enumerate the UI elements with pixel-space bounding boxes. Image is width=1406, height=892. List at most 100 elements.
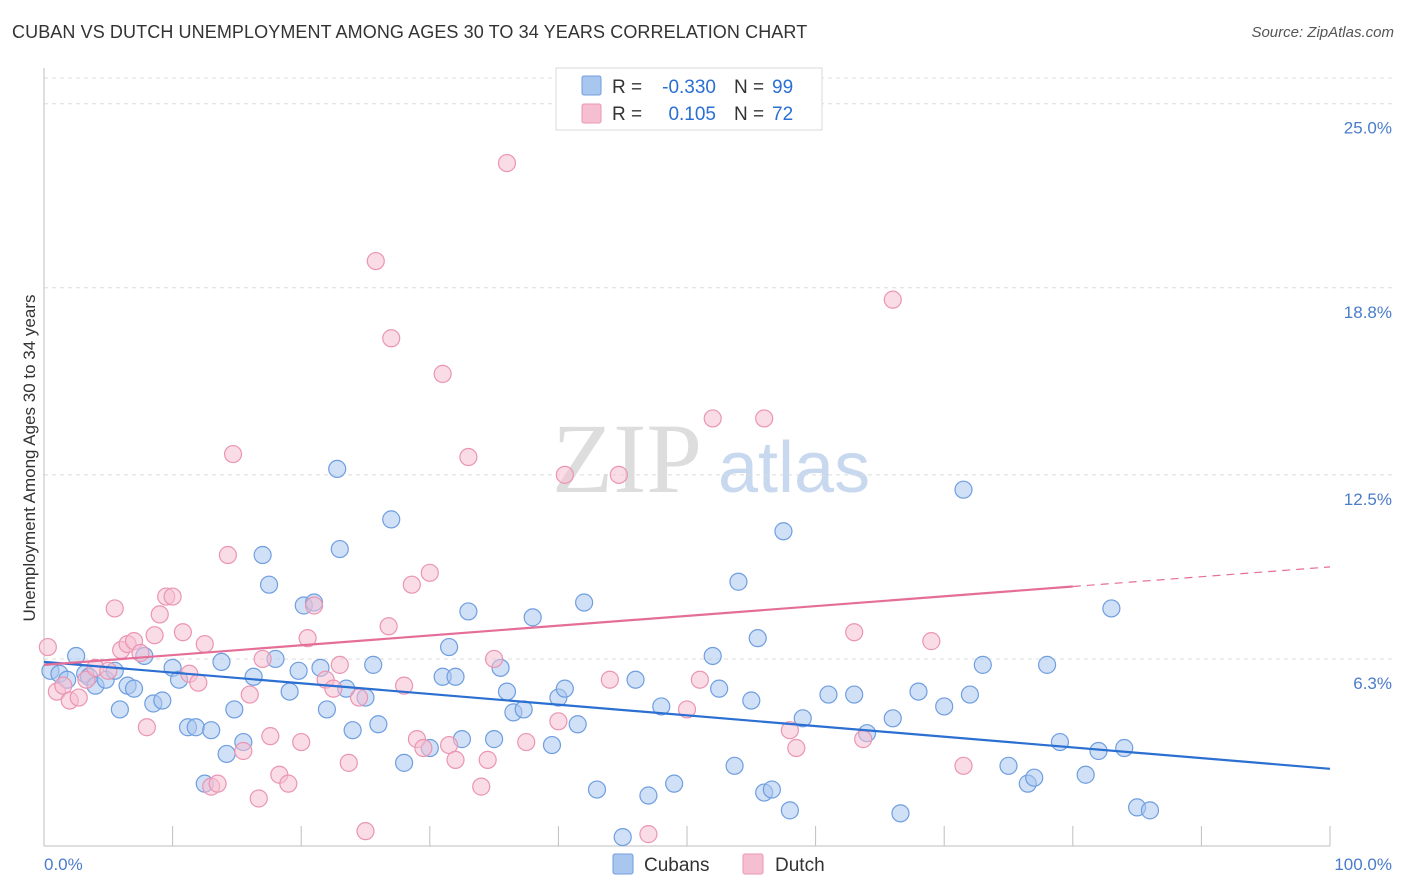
dutch-point [69,688,88,707]
cuban-point [364,655,383,674]
dutch-point [349,688,369,707]
dutch-point [195,634,214,654]
cuban-point [883,709,902,728]
cuban-point [793,709,812,728]
source-label: Source: ZipAtlas.com [1251,24,1394,41]
dutch-point [234,741,253,761]
watermark-atlas: atlas [718,428,870,508]
cuban-point [1037,655,1057,674]
cuban-point [186,718,205,737]
dutch-point [356,822,375,841]
dutch-point [366,251,385,271]
cuban-point [497,682,517,701]
cuban-point [729,572,748,591]
cuban-point [613,827,632,847]
chart-title: CUBAN VS DUTCH UNEMPLOYMENT AMONG AGES 3… [12,22,808,42]
dutch-point [517,732,536,752]
cuban-point [217,744,236,764]
cuban-point [652,697,671,716]
cuban-point [748,629,767,648]
dutch-point [145,626,164,645]
dutch-point [459,447,478,467]
dutch-point [883,290,902,309]
dutch-point [478,750,497,769]
dutch-point [446,750,465,769]
cuban-point [973,655,992,674]
stats-r-label-dutch: R = [612,104,642,125]
dutch-point [292,732,311,752]
cuban-point [742,691,761,710]
y-tick-label: 6.3% [1353,674,1392,693]
x-tick-label-max: 100.0% [1334,855,1392,874]
dutch-point [279,774,298,793]
dutch-point [218,545,237,565]
dutch-point [261,727,280,746]
cuban-point [774,522,793,541]
dutch-point [854,730,873,749]
cuban-point [382,510,401,529]
cuban-point [289,661,308,680]
grid [44,77,1392,660]
dutch-point [324,679,343,698]
dutch-point [954,756,973,775]
cuban-point [1102,599,1121,618]
dutch-point [249,789,268,808]
y-tick-label: 18.8% [1344,303,1392,322]
stats-r-value-cubans: -0.330 [662,77,716,98]
stats-swatch-dutch [581,103,602,124]
dutch-point [787,738,806,758]
cuban-point [568,715,587,734]
dutch-point [600,670,619,689]
cuban-point [212,652,231,672]
cuban-point [202,721,221,740]
dutch-point [394,676,414,695]
dutch-point [137,718,156,737]
cuban-point [703,646,722,666]
dutch-point [677,700,697,719]
dutch-point [755,409,774,428]
y-tick-label: 12.5% [1344,490,1392,509]
cuban-point [999,756,1018,775]
y-tick-label: 25.0% [1344,119,1392,138]
legend-label-cubans: Cubans [644,855,710,876]
cuban-point [587,780,607,799]
cuban-point [626,670,645,689]
cuban-point [153,691,172,710]
dutch-point [382,329,401,348]
dutch-point [639,825,658,844]
cuban-point [1076,765,1095,784]
cuban-point [960,685,980,704]
cuban-point [845,685,864,704]
axes: 6.3% 12.5% 18.8% 25.0% 0.0% 100.0% [43,68,1392,874]
stats-n-value-dutch: 72 [772,104,793,125]
data-points [38,153,1160,847]
cuban-point [954,480,973,499]
stats-n-label-cubans: N = [734,77,764,98]
x-tick-label-min: 0.0% [44,855,83,874]
cuban-point [639,786,658,805]
cuban-point [259,575,279,594]
dutch-point [379,617,398,636]
watermark-zip: ZIP [552,403,702,514]
cuban-point [328,459,347,479]
cuban-point [725,756,744,775]
cuban-point [665,774,684,793]
cuban-point [710,679,729,698]
cuban-point [542,735,562,755]
dutch-point [845,623,864,642]
cuban-trend-line [43,660,1331,770]
cuban-point [523,608,542,627]
dutch-point [253,649,272,669]
cuban-point [459,602,478,621]
dutch-point [555,465,574,484]
cuban-point [225,700,244,719]
dutch-point [339,753,358,772]
cuban-point [317,700,337,719]
cuban-point [780,801,799,820]
dutch-point [150,605,169,624]
dutch-point [420,563,439,582]
dutch-point [208,774,227,793]
series-legend: Cubans Dutch [612,853,825,876]
cuban-point [1115,738,1134,758]
